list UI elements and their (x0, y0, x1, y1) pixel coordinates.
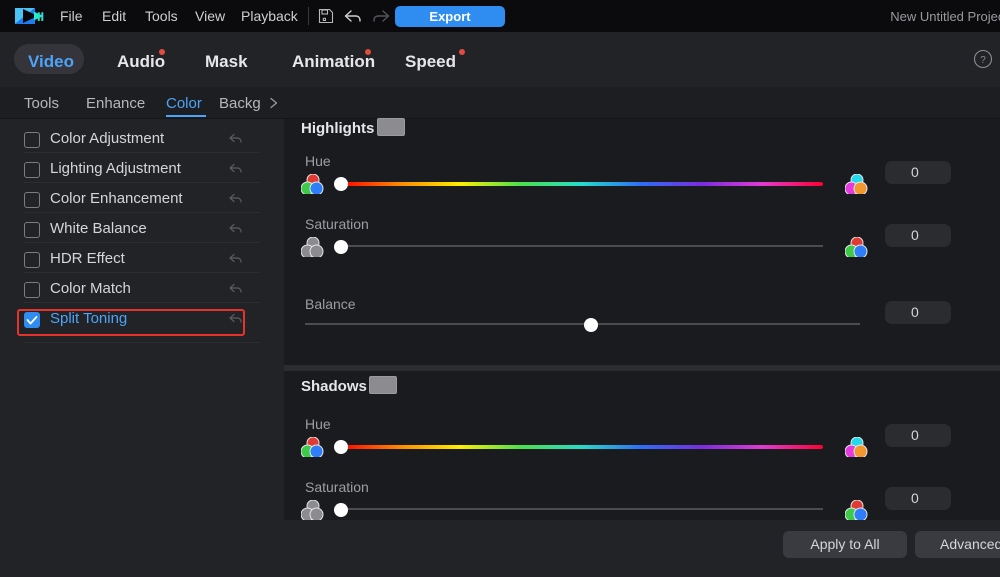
svg-text:?: ? (980, 55, 986, 66)
